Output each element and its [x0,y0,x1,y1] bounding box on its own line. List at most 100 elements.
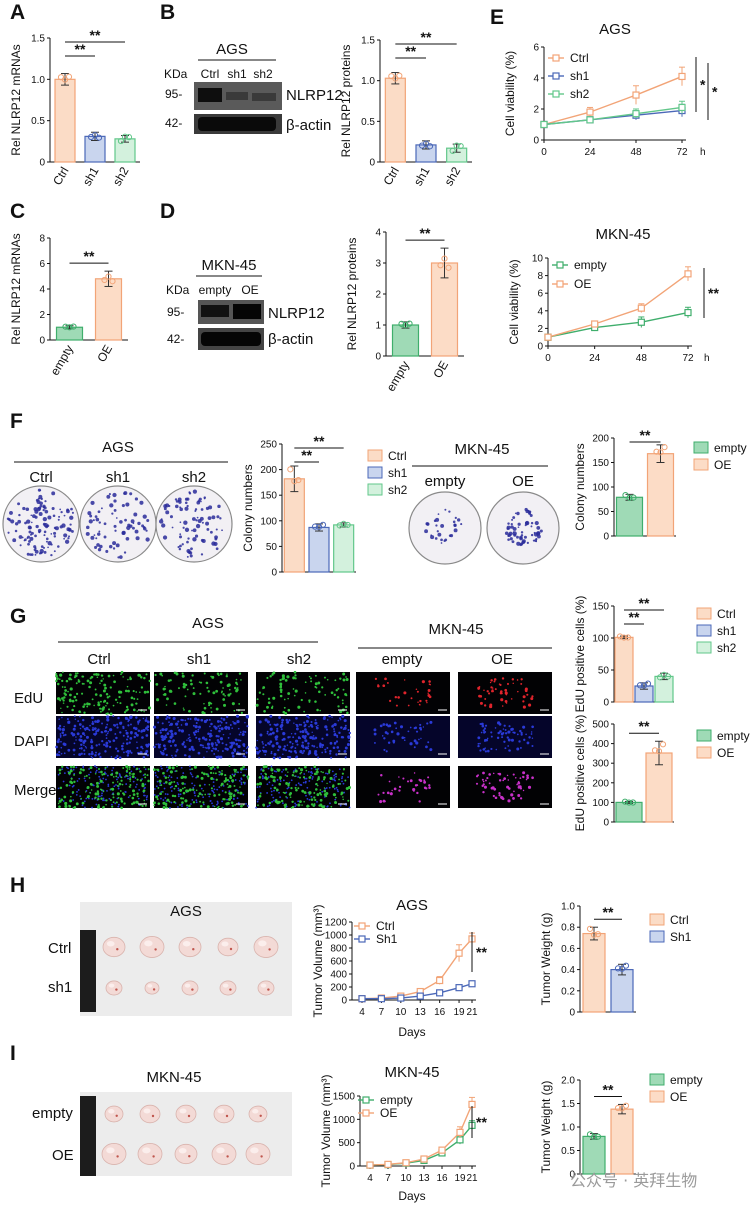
tumor-spot [154,948,157,951]
cell-signal [144,776,147,779]
cell-signal [136,746,139,750]
cell-signal [401,736,405,740]
row-label: Ctrl [48,940,71,957]
colony [63,537,65,540]
colony [90,535,95,540]
cell-signal [231,804,235,807]
nucleus [62,800,65,802]
cell-signal [164,685,166,688]
cell-signal [403,736,406,739]
cell-signal [132,708,136,712]
cell-signal [91,750,94,753]
tumor-spot [191,988,194,991]
colony [520,531,524,534]
data-point [384,1160,392,1168]
cell-signal [81,801,85,805]
nucleus [297,776,300,778]
legend-label: sh2 [717,641,737,655]
cell-signal [92,726,94,729]
colony [145,537,150,542]
cell-signal [522,725,526,729]
cell-signal [105,744,109,748]
nucleus [238,779,241,782]
cell-signal [124,689,128,693]
colony [86,525,90,530]
cell-signal [526,774,529,778]
cell-signal [429,720,433,724]
cell-signal [267,697,271,700]
cell-signal [275,741,279,745]
cell-signal [345,787,349,791]
cell-signal [382,791,385,795]
colony [53,526,57,530]
cell-signal [239,767,244,771]
data-point [622,962,630,969]
cell-signal [116,781,119,783]
cell-signal [414,784,418,787]
row-label: sh1 [48,979,72,996]
x-tick-label: empty [48,343,76,378]
cell-signal [120,779,123,782]
cell-signal [66,718,69,721]
nucleus [311,777,314,780]
colony [70,507,73,511]
cell-signal [374,677,378,681]
lane-label: Ctrl [201,67,220,81]
cell-signal [415,688,418,691]
bar-sh2 [654,675,674,703]
legend-marker [358,922,366,930]
data-point [626,494,633,501]
cell-signal [88,753,91,756]
cell-signal [129,676,132,679]
sig-marker: ** [301,447,312,463]
cell-signal [335,796,337,799]
row-label: empty [32,1105,73,1122]
nucleus [145,798,148,801]
cell-signal [347,736,351,739]
data-point [101,276,108,284]
colony [106,494,111,499]
cell-signal [194,730,198,733]
tumor-spot [116,948,119,951]
cell-signal [301,789,305,793]
cell-signal [522,775,525,779]
cell-signal [413,746,416,749]
cell-signal [500,795,504,799]
tumor-highlight [184,983,191,988]
cell-signal [513,790,515,793]
cell-signal [161,728,165,732]
nucleus [221,790,224,792]
nucleus [82,766,85,769]
cell-signal [221,750,224,752]
cell-signal [174,754,177,757]
nucleus [270,793,273,796]
cell-signal [287,736,290,739]
cell-signal [280,728,283,731]
cell-signal [107,739,110,742]
nucleus [348,806,351,809]
sig-marker: * [712,84,718,100]
nucleus [118,773,121,775]
colony [528,512,532,516]
cell-signal [58,678,61,680]
cell-signal [136,795,139,798]
cell-signal [215,689,219,693]
sig-marker: ** [84,248,95,264]
cell-signal [112,739,116,743]
colony [516,511,520,516]
nucleus [279,796,282,799]
cell-signal [64,801,68,806]
colony [22,506,26,511]
cell-signal [418,778,421,782]
cell-signal [242,781,245,784]
cell-signal [236,771,238,773]
cell-signal [530,731,533,733]
colony [174,498,178,501]
cell-signal [240,711,244,715]
cell-signal [320,770,322,773]
culture-plate [155,485,233,563]
cell-signal [504,691,508,695]
cell-signal [116,749,120,753]
cell-signal [169,735,173,739]
cell-signal [233,748,237,752]
